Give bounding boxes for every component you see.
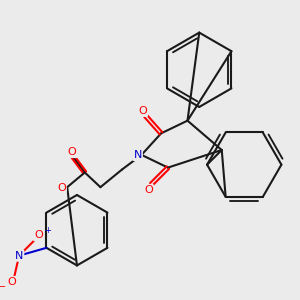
Text: N: N (134, 150, 142, 160)
Text: O: O (138, 106, 147, 116)
Text: O: O (34, 230, 43, 240)
Text: O: O (68, 147, 76, 157)
Text: O: O (8, 277, 16, 287)
Text: −: − (0, 282, 7, 292)
Text: +: + (44, 226, 51, 235)
Text: O: O (144, 185, 153, 195)
Text: O: O (57, 183, 66, 193)
Text: N: N (15, 250, 23, 261)
